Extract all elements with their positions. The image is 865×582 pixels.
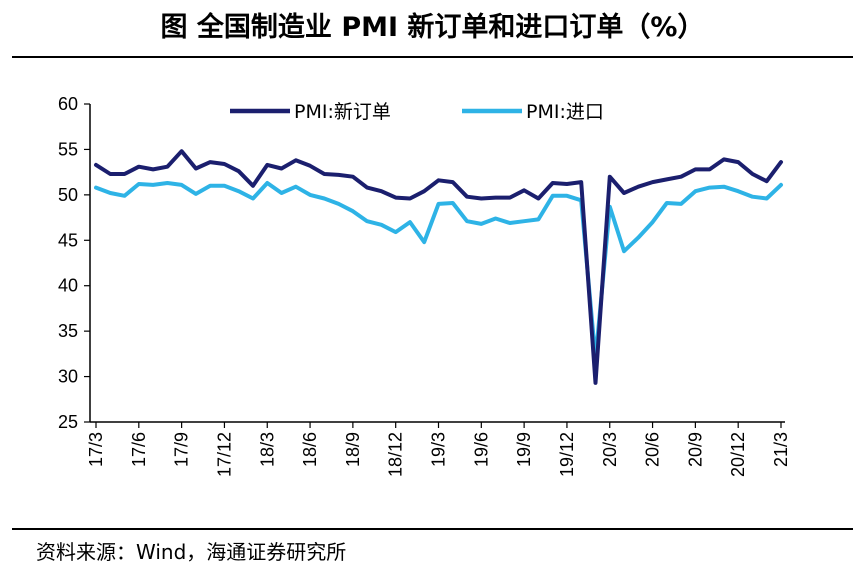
x-tick-label: 19/3 [429,432,449,467]
x-tick-label: 19/12 [557,432,577,477]
y-tick-label: 60 [58,94,78,114]
x-tick-label: 18/9 [343,432,363,467]
line-chart: 60 55 50 45 40 35 30 25 17/3 17/6 17/9 17/12 18/3 18/… [58,94,791,477]
x-tick-label: 18/3 [257,432,277,467]
chart-legend: PMI:新订单 PMI:进口 [230,101,604,123]
x-tick-label: 20/9 [685,432,705,467]
y-tick-label: 55 [58,139,78,159]
x-tick-label: 17/6 [129,432,149,467]
x-tick-label: 21/3 [771,432,791,467]
legend-label-0: PMI:新订单 [294,101,391,123]
x-tick-label: 17/3 [86,432,106,467]
y-tick-label: 50 [58,185,78,205]
source-note: 资料来源：Wind，海通证券研究所 [36,540,347,564]
x-tick-label: 18/6 [300,432,320,467]
x-tick-label: 20/3 [600,432,620,467]
source-divider [12,528,853,530]
chart-axes: 60 55 50 45 40 35 30 25 17/3 17/6 17/9 17/12 18/3 18/… [58,94,791,477]
series-line-0 [94,149,783,385]
legend-label-1: PMI:进口 [526,101,604,123]
chart-title: 图 全国制造业 PMI 新订单和进口订单（%） [160,12,705,43]
x-tick-label: 19/6 [471,432,491,467]
x-tick-label: 17/12 [214,432,234,477]
x-tick-label: 20/6 [643,432,663,467]
y-tick-label: 30 [58,367,78,387]
y-tick-label: 25 [58,412,78,432]
x-tick-label: 19/9 [514,432,534,467]
y-tick-label: 40 [58,276,78,296]
y-tick-label: 45 [58,230,78,250]
y-tick-label: 35 [58,321,78,341]
series-line-1 [94,181,783,362]
title-divider [12,56,853,58]
series-layer [94,149,783,385]
x-tick-label: 17/9 [172,432,192,467]
x-tick-label: 18/12 [386,432,406,477]
x-tick-label: 20/12 [728,432,748,477]
